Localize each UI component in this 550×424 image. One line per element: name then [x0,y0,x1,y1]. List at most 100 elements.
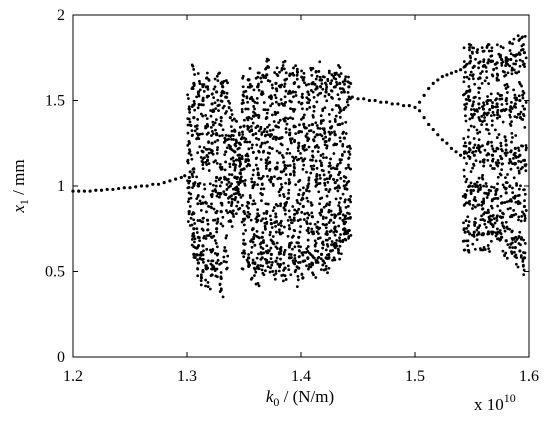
data-point [139,184,143,188]
data-point-fill [508,227,512,231]
data-point-fill [188,179,192,183]
data-point-fill [186,186,190,190]
data-point-fill [482,199,486,203]
data-point-fill [464,180,468,184]
data-point-fill [502,226,506,230]
data-point-fill [318,173,322,177]
data-point-fill [472,189,475,192]
data-point-fill [496,111,499,114]
data-point [472,153,476,157]
data-point-fill [273,175,276,179]
data-point-fill [319,121,323,125]
data-point-fill [471,185,474,188]
data-point-fill [338,244,342,248]
data-point-fill [518,116,522,120]
data-point-fill [267,123,271,127]
data-point-fill [274,225,277,228]
data-point-fill [279,142,283,146]
data-point-fill [473,205,477,209]
data-point-fill [235,212,238,216]
data-point-fill [490,119,494,123]
data-point-fill [240,267,244,271]
data-point-fill [338,186,341,190]
data-point-fill [338,115,342,119]
data-point-fill [465,75,469,79]
data-point-fill [481,207,485,211]
data-point-fill [524,56,528,60]
data-point-fill [496,182,499,186]
data-point-fill [213,269,217,272]
data-point-fill [464,114,467,118]
data-point-fill [222,79,226,83]
data-point-fill [318,127,322,130]
data-point-fill [260,268,264,272]
data-point-fill [462,156,466,160]
data-point-fill [298,230,302,234]
data-point-fill [469,124,473,128]
data-point [367,98,371,103]
data-point [301,116,305,120]
data-point-fill [469,56,473,60]
data-point-fill [201,114,205,118]
data-point-fill [524,100,528,104]
data-point-fill [306,245,310,248]
data-point-fill [506,91,509,94]
data-point [422,116,426,120]
data-point-fill [215,267,219,271]
data-point [440,138,444,142]
data-point-fill [193,237,197,241]
data-point-fill [225,260,228,264]
data-point-fill [254,132,258,135]
data-point-fill [316,249,320,253]
data-point-fill [291,205,295,208]
data-point-fill [466,98,470,102]
data-point-fill [206,222,210,226]
data-point [283,208,287,212]
data-point-fill [296,149,300,153]
data-point-fill [338,236,341,240]
data-point-fill [341,153,344,156]
data-point-fill [487,82,490,86]
data-point-fill [195,175,199,179]
data-point-fill [328,209,331,213]
data-point-fill [216,138,220,142]
data-point-fill [521,63,525,67]
data-point-fill [307,213,311,217]
data-point-fill [264,217,268,221]
data-point-fill [213,101,217,105]
data-point-fill [196,219,200,222]
data-point-fill [475,238,479,242]
data-point-fill [246,100,250,104]
data-point-fill [204,278,208,282]
data-point-fill [335,80,338,84]
data-point-fill [482,197,486,201]
data-point-fill [479,248,483,252]
data-point-fill [501,120,505,124]
data-point-fill [314,180,318,184]
data-point-fill [487,191,490,195]
data-point-fill [242,242,245,246]
data-point-fill [476,203,480,207]
data-point-fill [514,59,518,63]
data-point-fill [328,164,332,168]
data-point-fill [227,106,231,109]
data-point-fill [255,96,259,100]
data-point-fill [338,136,342,140]
data-point-fill [255,234,258,238]
data-point-fill [474,217,477,221]
data-point-fill [508,113,512,117]
data-point-fill [472,137,476,140]
x-tick-label: 1.5 [405,368,425,385]
data-point-fill [464,70,467,74]
data-point-fill [253,107,256,111]
data-point [117,186,121,191]
data-point-fill [482,103,486,107]
data-point-fill [520,214,524,218]
data-point-fill [287,245,291,249]
data-point [468,232,472,236]
data-point-fill [210,202,213,206]
data-point-fill [334,77,338,81]
data-point-fill [491,214,495,217]
data-point-fill [280,136,284,139]
data-point-fill [251,97,255,101]
